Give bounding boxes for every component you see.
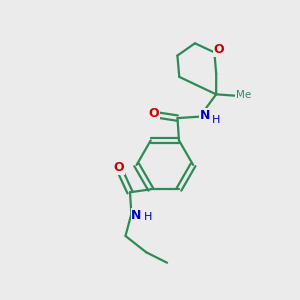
Text: H: H — [144, 212, 152, 222]
Text: N: N — [131, 209, 142, 222]
Text: N: N — [200, 109, 210, 122]
Text: H: H — [212, 115, 220, 125]
Text: O: O — [214, 44, 224, 56]
Text: Me: Me — [236, 90, 251, 100]
Text: O: O — [148, 107, 159, 120]
Text: O: O — [113, 161, 124, 174]
